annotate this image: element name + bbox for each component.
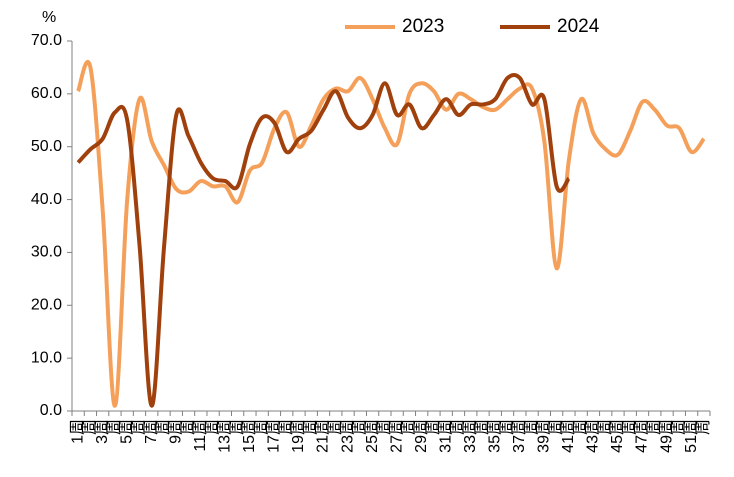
x-tick-label: 周 [548,419,565,435]
series-line [76,73,571,408]
x-tick-label: 周 [572,419,589,435]
y-tick-label: 60.0 [31,85,62,102]
x-tick-label: 周 [450,419,467,435]
x-tick-label: 周 [523,419,540,435]
x-tick-label: 5周 [118,419,135,444]
x-tick-label: 35周 [487,419,504,453]
x-tick-label: 周 [302,419,319,435]
x-tick-label: 周 [155,419,172,435]
x-tick-label: 27周 [388,419,405,453]
x-tick-label: 39周 [536,419,553,453]
x-tick-label: 周 [180,419,197,435]
x-tick-label: 周 [621,419,638,435]
x-tick-label: 49周 [658,419,675,453]
y-axis-label: % [42,9,56,26]
legend-label: 2023 [402,16,444,37]
x-tick-label: 周 [229,419,246,435]
x-tick-label: 43周 [585,419,602,453]
x-tick-label: 周 [204,419,221,435]
x-tick-label: 37周 [511,419,528,453]
x-tick-label: 周 [646,419,663,435]
x-tick-label: 周 [671,419,688,435]
x-tick-label: 29周 [413,419,430,453]
legend-label: 2024 [557,16,600,37]
x-tick-label: 45周 [609,419,626,453]
x-tick-label: 11周 [192,419,209,452]
x-tick-label: 23周 [339,419,356,453]
x-tick-label: 19周 [290,419,307,453]
x-tick-label: 周 [425,419,442,435]
y-tick-label: 0.0 [40,402,62,419]
x-tick-label: 9周 [168,419,185,444]
x-tick-label: 周 [474,419,491,435]
x-tick-label: 21周 [315,419,332,453]
x-tick-label: 7周 [143,419,160,444]
x-tick-label: 周 [376,419,393,435]
y-tick-label: 50.0 [31,138,62,155]
x-tick-label: 周 [327,419,344,435]
series-line [76,59,706,408]
x-tick-label: 周 [253,419,270,435]
x-tick-label: 周 [106,419,123,435]
x-tick-label: 51周 [683,419,700,453]
x-tick-label: 25周 [364,419,381,453]
x-tick-label: 33周 [462,419,479,453]
x-tick-label: 47周 [634,419,651,453]
x-tick-label: 周 [278,419,295,435]
y-tick-label: 10.0 [31,349,62,366]
y-tick-label: 20.0 [31,297,62,314]
x-tick-label: 周 [131,419,148,435]
x-tick-label: 1周 [69,419,86,444]
x-tick-label: 周 [499,419,516,435]
x-tick-label: 周 [401,419,418,435]
x-tick-label: 周 [597,419,614,435]
y-tick-label: 40.0 [31,191,62,208]
x-tick-label: 31周 [437,419,454,453]
y-tick-label: 70.0 [31,32,62,49]
x-tick-label: 3周 [94,419,111,444]
x-tick-label: 41周 [560,419,577,453]
x-tick-label: 13周 [217,419,234,453]
y-tick-label: 30.0 [31,244,62,261]
x-tick-label: 周 [695,419,712,435]
x-tick-label: 17周 [266,419,283,453]
x-tick-label: 15周 [241,419,258,453]
x-tick-label: 周 [352,419,369,435]
x-tick-label: 周 [82,419,99,435]
